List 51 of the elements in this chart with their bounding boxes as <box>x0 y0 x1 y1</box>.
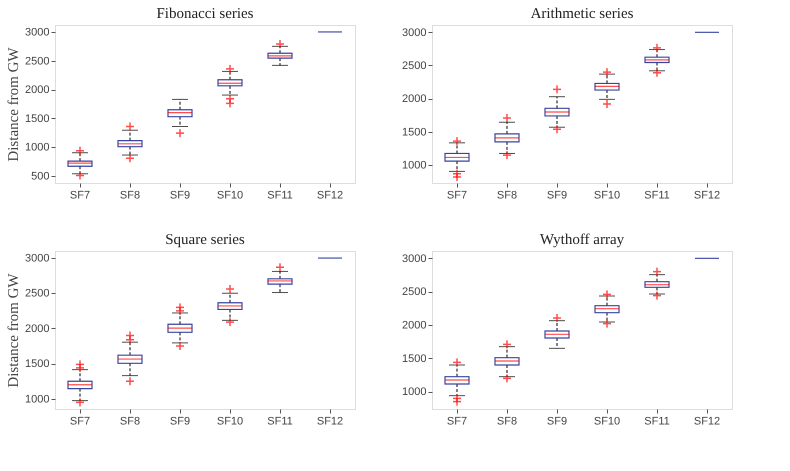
x-tick-label: SF10 <box>594 416 620 428</box>
y-tick-label: 1000 <box>25 142 50 154</box>
y-tick-label: 3000 <box>25 252 50 265</box>
x-tick-label: SF8 <box>120 416 140 428</box>
x-tick-label: SF12 <box>694 190 720 202</box>
x-tick-label: SF10 <box>594 190 620 202</box>
x-tick-label: SF7 <box>446 190 468 202</box>
x-tick-label: SF11 <box>267 416 293 428</box>
x-tick-label: SF12 <box>694 416 720 428</box>
y-tick-label: 1500 <box>402 352 426 365</box>
y-tick-label: 2500 <box>25 288 50 300</box>
x-tick-label: SF9 <box>170 190 190 202</box>
chart-title: Arithmetic series <box>530 6 634 22</box>
y-tick-label: 3000 <box>402 26 426 39</box>
y-tick-label: 2000 <box>402 93 426 106</box>
y-tick-label: 1000 <box>402 386 426 398</box>
x-tick-label: SF8 <box>496 416 518 428</box>
y-tick-label: 500 <box>31 170 50 183</box>
y-tick-label: 2500 <box>25 55 50 68</box>
y-tick-label: 1000 <box>25 393 50 406</box>
chart-title: Square series <box>165 232 245 248</box>
y-tick-label: 3000 <box>402 252 426 265</box>
y-tick-label: 3000 <box>25 26 50 38</box>
y-tick-label: 1500 <box>25 358 50 370</box>
x-tick-label: SF9 <box>170 416 190 428</box>
y-tick-label: 1500 <box>25 112 50 125</box>
y-tick-label: 2000 <box>25 322 50 335</box>
y-tick-label: 2500 <box>402 60 426 72</box>
x-tick-label: SF7 <box>70 190 90 202</box>
chart-title: Fibonacci series <box>156 6 254 22</box>
x-tick-label: SF7 <box>446 416 468 428</box>
x-tick-label: SF12 <box>316 416 344 428</box>
x-tick-label: SF7 <box>70 416 90 428</box>
x-tick-label: SF11 <box>267 190 293 202</box>
x-tick-label: SF9 <box>546 416 568 428</box>
y-tick-label: 2000 <box>25 84 50 96</box>
y-tick-label: 2500 <box>402 286 426 298</box>
x-tick-label: SF11 <box>644 416 670 428</box>
x-tick-label: SF9 <box>546 190 568 202</box>
x-tick-label: SF11 <box>644 190 670 202</box>
y-tick-label: 1500 <box>402 126 426 138</box>
y-tick-label: 2000 <box>402 320 426 332</box>
y-axis-title: Distance from GW <box>6 46 22 162</box>
x-tick-label: SF12 <box>316 190 344 202</box>
y-tick-label: 1000 <box>402 160 426 172</box>
y-axis-title: Distance from GW <box>6 272 22 388</box>
x-tick-label: SF8 <box>496 190 518 202</box>
x-tick-label: SF10 <box>216 416 244 428</box>
x-tick-label: SF8 <box>120 190 140 202</box>
chart-title: Wythoff array <box>540 232 625 248</box>
x-tick-label: SF10 <box>216 190 244 202</box>
